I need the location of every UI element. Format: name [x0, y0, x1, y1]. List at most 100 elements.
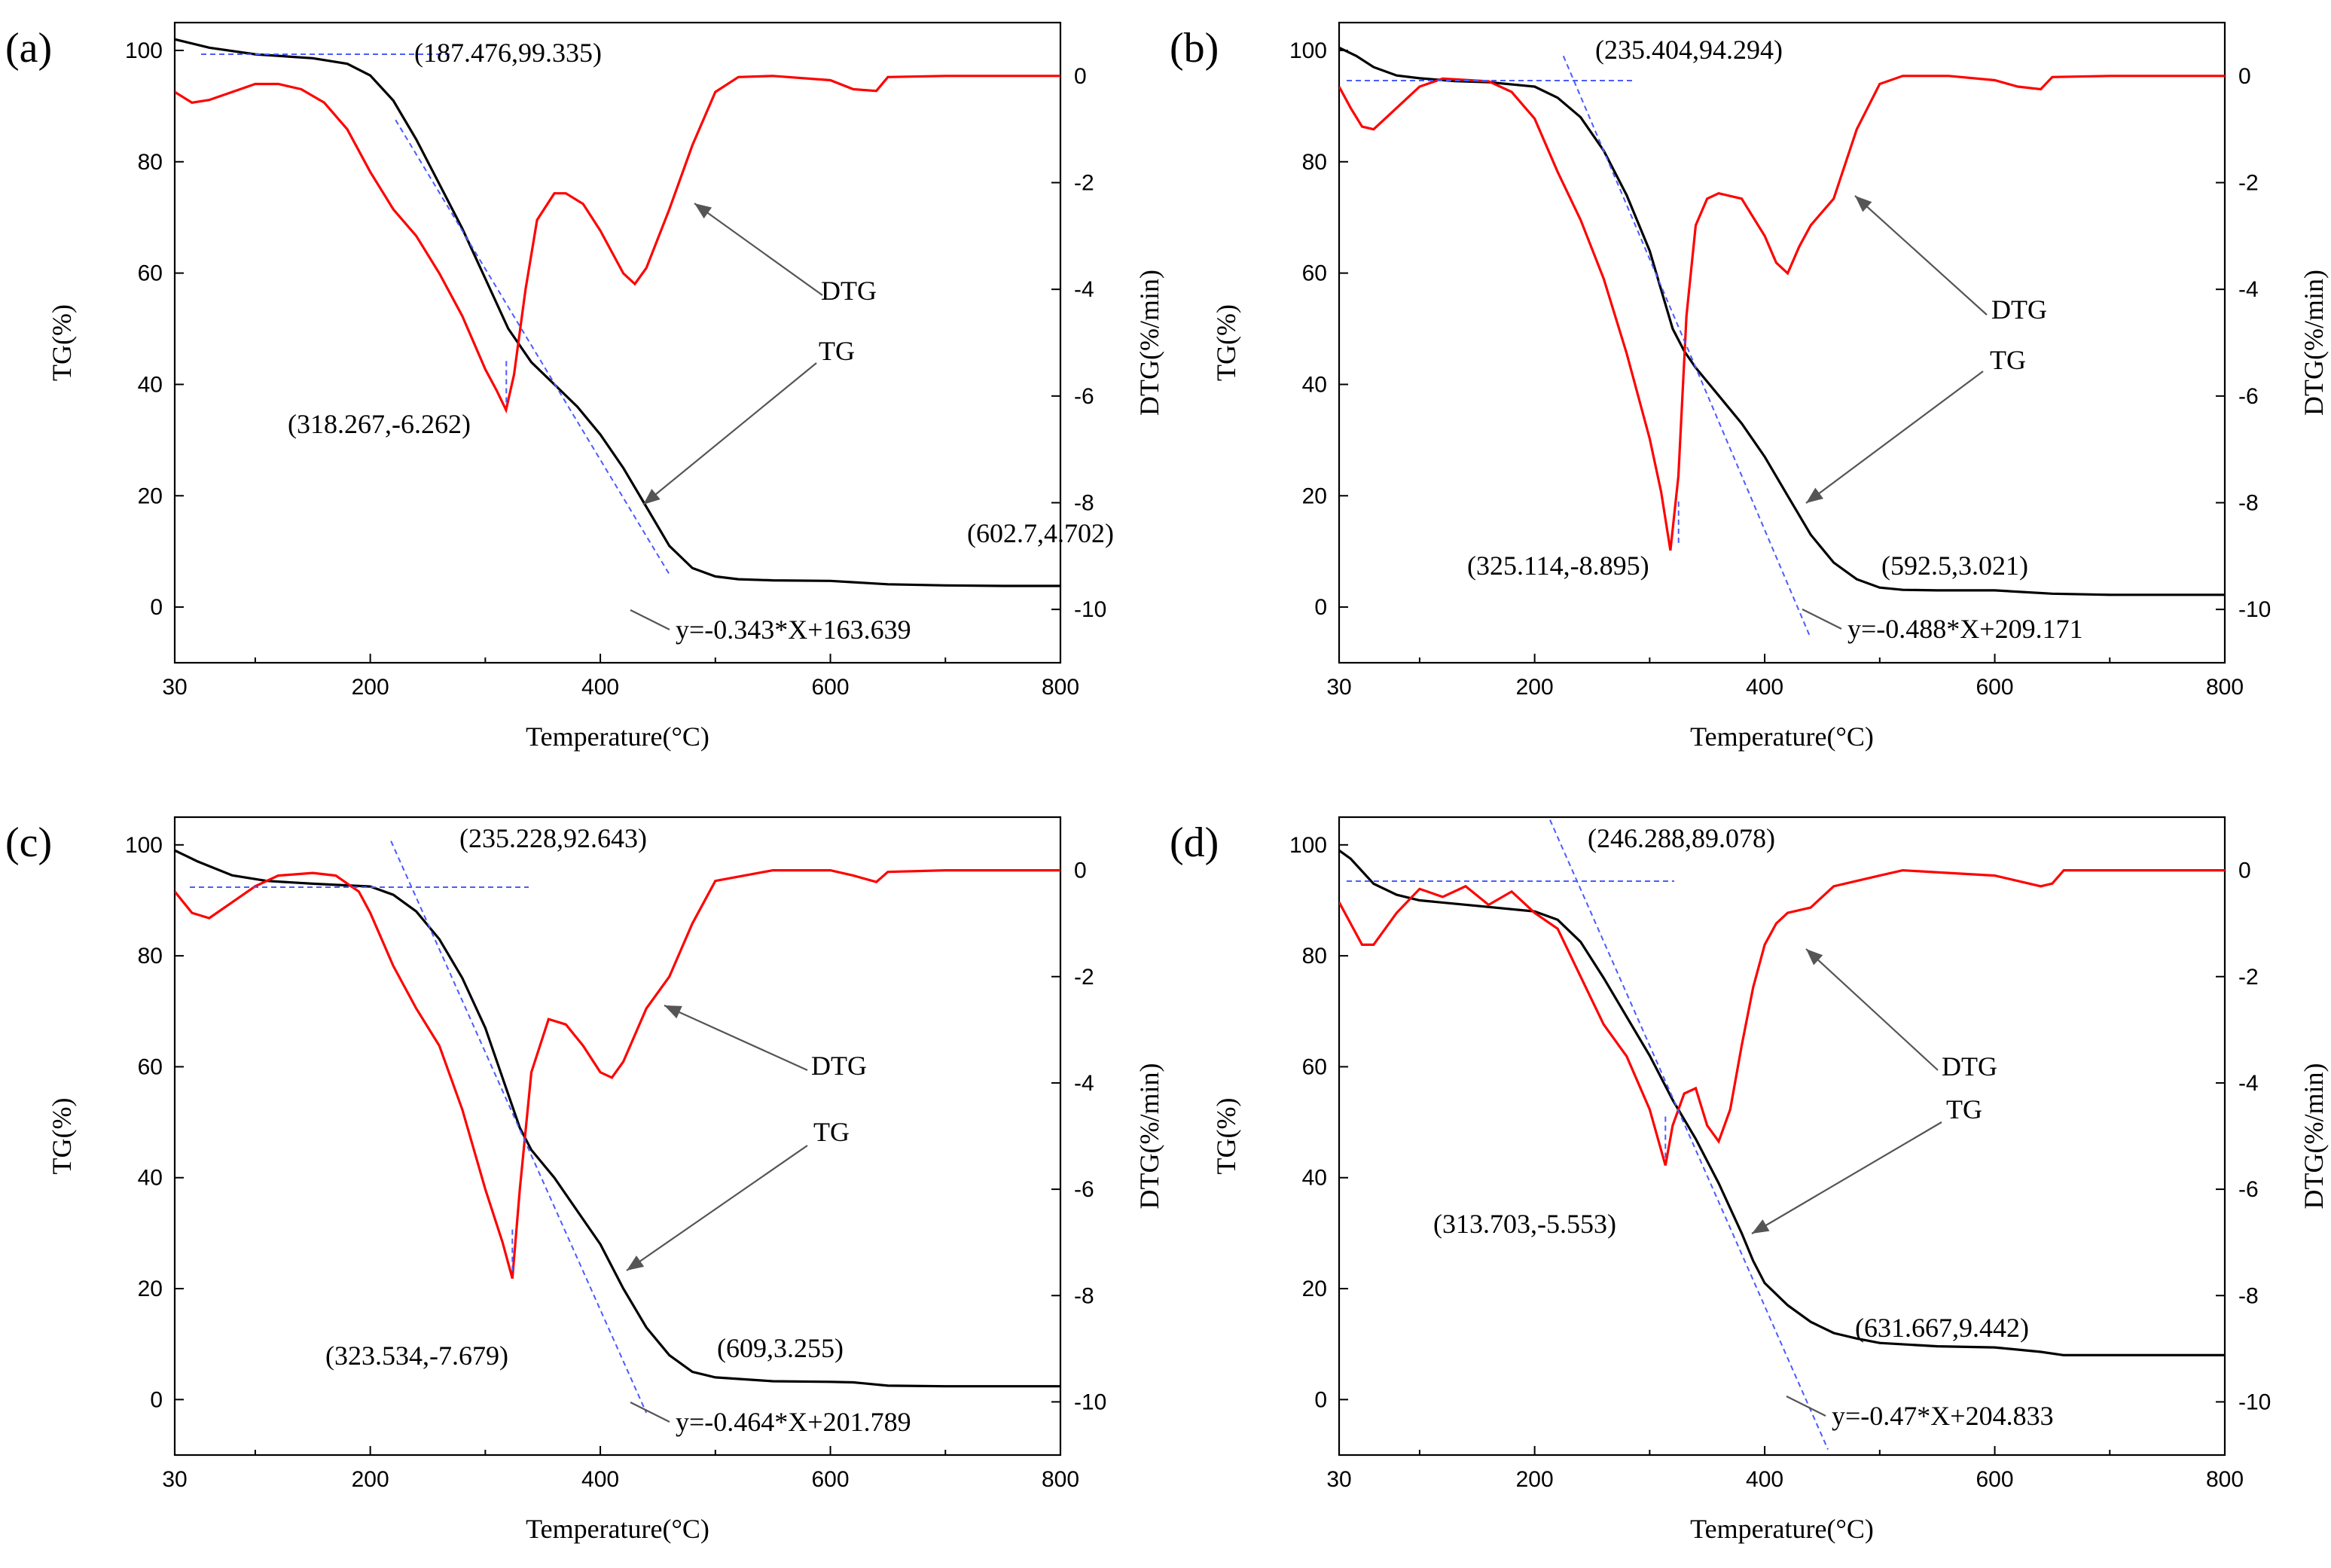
dtg-pointer-arrow-line: [1805, 948, 1939, 1071]
chart-panel-b: 30 200 400 600 800 0 20 40 60 80 100 0 -2 -4 -6 -8 -10 Te…: [1170, 21, 2329, 752]
onset-point-label: (187.476,99.335): [414, 38, 602, 68]
dtg-pointer-arrow-line: [664, 1004, 808, 1072]
y2-tick-label: -4: [2238, 1071, 2259, 1096]
plot-frame: [1338, 816, 2226, 1457]
y2-tick-label: -6: [1074, 1177, 1094, 1202]
plot-area: [175, 38, 1060, 587]
y-tick-label: 0: [1314, 595, 1327, 620]
dtg-curve: [175, 869, 1060, 1280]
dtg-pointer-arrow-head: [1855, 196, 1872, 212]
x-tick-label: 800: [1042, 1467, 1079, 1492]
y2-tick-label: -10: [2238, 1390, 2271, 1414]
y2-tick-label: -8: [2238, 1283, 2259, 1308]
y-tick-label: 100: [1289, 833, 1327, 858]
end-point-label: (609,3.255): [717, 1333, 844, 1363]
y-tick-label: 0: [150, 1387, 163, 1412]
plot-area: [175, 840, 1060, 1414]
onset-point-label: (235.228,92.643): [459, 823, 647, 853]
dtg-pointer-arrow-head: [664, 1005, 682, 1019]
y-tick-label: 40: [138, 1166, 163, 1191]
dtg-pointer-arrow-line: [1854, 195, 1988, 316]
end-point-label: (592.5,3.021): [1881, 551, 2028, 581]
y2-tick-label: -2: [1074, 965, 1094, 990]
x-tick-label: 800: [2206, 1467, 2244, 1492]
y2-tick-label: -4: [2238, 277, 2259, 302]
tg-series-label: TG: [1946, 1094, 1982, 1124]
x-tick-label: 30: [162, 1467, 187, 1492]
y-tick-label: 20: [138, 484, 163, 508]
end-point-label: (602.7,4.702): [967, 518, 1114, 548]
x-tick-label: 200: [352, 1467, 389, 1492]
y-tick-label: 80: [1302, 944, 1327, 969]
tg-pointer-arrow-line: [626, 1145, 808, 1271]
x-tick-label: 400: [1746, 1467, 1783, 1492]
fit-line: [1548, 817, 1829, 1451]
y-tick-label: 0: [150, 595, 163, 620]
onset-point-label: (235.404,94.294): [1595, 35, 1783, 65]
onset-point-label: (246.288,89.078): [1588, 823, 1775, 853]
y-tick-label: 20: [138, 1277, 163, 1301]
y2-tick-label: -2: [2238, 965, 2259, 990]
y-axis-title: TG(%): [1211, 304, 1241, 381]
fit-equation-label: y=-0.343*X+163.639: [676, 615, 911, 645]
dtg-pointer-arrow-head: [1806, 949, 1823, 966]
y-tick-label: 60: [138, 1054, 163, 1079]
y2-axis-title: DTG(%/min): [2299, 270, 2329, 416]
y2-tick-label: -6: [2238, 1177, 2259, 1202]
y2-tick-label: -2: [2238, 171, 2259, 196]
tg-pointer-arrow-head: [643, 489, 661, 505]
chart-panel-a: 30 200 400 600 800 0 20 40 60 80 100 0 -2 -4 -6 -8 -10 Te…: [5, 21, 1164, 752]
y2-tick-label: -8: [1074, 491, 1094, 516]
dtg-pointer-arrow-line: [694, 203, 823, 296]
fit-equation-label: y=-0.464*X+201.789: [676, 1407, 911, 1437]
peak-point-label: (313.703,-5.553): [1433, 1209, 1616, 1239]
dtg-curve: [1339, 868, 2225, 1166]
y2-tick-label: 0: [2238, 859, 2251, 883]
dtg-curve: [175, 75, 1060, 414]
tg-curve: [1339, 849, 2225, 1356]
y-tick-label: 60: [138, 261, 163, 286]
y2-tick-label: -6: [1074, 384, 1094, 409]
x-tick-label: 30: [1326, 675, 1351, 700]
y-tick-label: 20: [1302, 1277, 1327, 1301]
tg-pointer-arrow-head: [1752, 1219, 1770, 1234]
y-axis-title: TG(%): [47, 1098, 77, 1175]
dtg-series-label: DTG: [1942, 1051, 1997, 1081]
panel-label: (d): [1170, 819, 1219, 866]
panel-label: (c): [5, 819, 52, 866]
dtg-series-label: DTG: [811, 1051, 867, 1081]
y-tick-label: 40: [1302, 372, 1327, 397]
tg-pointer-arrow-line: [1751, 1121, 1942, 1234]
equation-leader-line: [1786, 1396, 1826, 1417]
tg-curve: [1339, 46, 2225, 596]
x-tick-label: 30: [162, 675, 187, 700]
panel-label: (b): [1170, 25, 1219, 72]
x-axis-title: Temperature(°C): [526, 721, 709, 752]
y-tick-label: 100: [1289, 38, 1327, 63]
tg-curve: [175, 38, 1060, 587]
y2-tick-label: -8: [1074, 1283, 1094, 1308]
equation-leader-line: [630, 609, 670, 630]
tg-series-label: TG: [813, 1117, 850, 1147]
y2-tick-label: 0: [2238, 64, 2251, 89]
fit-equation-label: y=-0.47*X+204.833: [1832, 1401, 2054, 1431]
y-tick-label: 60: [1302, 1054, 1327, 1079]
dtg-series-label: DTG: [821, 276, 877, 306]
y2-tick-label: -4: [1074, 277, 1094, 302]
y2-tick-label: 0: [1074, 64, 1087, 89]
panel-label: (a): [5, 25, 52, 72]
tg-pointer-arrow-head: [627, 1255, 645, 1271]
tg-pointer-arrow-line: [1805, 371, 1984, 504]
x-tick-label: 30: [1326, 1467, 1351, 1492]
peak-point-label: (323.534,-7.679): [325, 1341, 508, 1371]
x-tick-label: 200: [352, 675, 389, 700]
peak-point-label: (318.267,-6.262): [288, 409, 471, 439]
x-tick-label: 600: [1976, 675, 2014, 700]
y2-tick-label: -10: [2238, 597, 2271, 622]
y-tick-label: 40: [1302, 1166, 1327, 1191]
x-axis-title: Temperature(°C): [1690, 721, 1874, 752]
y2-axis-title: DTG(%/min): [2299, 1063, 2329, 1210]
y2-tick-label: -10: [1074, 597, 1106, 622]
y-tick-label: 60: [1302, 261, 1327, 286]
